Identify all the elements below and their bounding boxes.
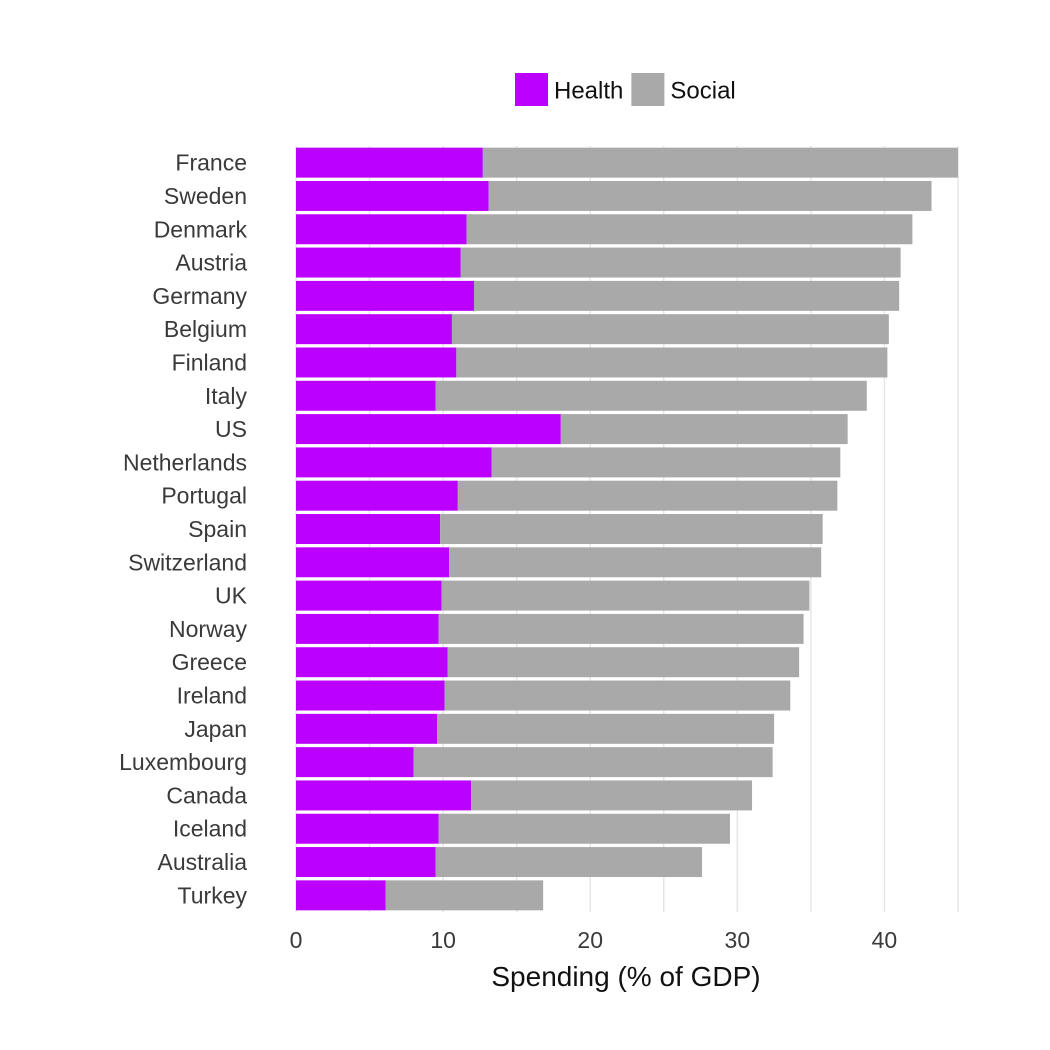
category-label-canada: Canada [166, 782, 247, 808]
bar-social-australia [435, 847, 703, 878]
category-label-italy: Italy [205, 383, 248, 409]
x-axis-ticks: 0 10 20 30 40 [290, 927, 898, 953]
bar-health-germany [296, 280, 475, 311]
bar-health-iceland [296, 813, 439, 844]
bar-social-netherlands [491, 447, 841, 478]
bar-health-canada [296, 780, 472, 811]
legend-label-health: Health [554, 78, 623, 105]
bar-social-italy [435, 380, 867, 411]
bar-social-japan [437, 713, 775, 744]
bar-social-austria [460, 247, 901, 278]
bar-social-norway [438, 613, 804, 644]
category-labels: France Sweden Denmark Austria Germany Belgium… [119, 150, 248, 909]
category-label-portugal: Portugal [161, 483, 247, 509]
bar-social-us [560, 414, 848, 445]
x-tick-label-20: 20 [577, 927, 603, 953]
bar-social-denmark [466, 214, 913, 245]
bar-health-us [296, 414, 561, 445]
bar-social-switzerland [448, 547, 822, 578]
category-label-switzerland: Switzerland [128, 549, 247, 575]
category-label-netherlands: Netherlands [123, 449, 247, 475]
bar-social-iceland [438, 813, 730, 844]
bar-health-finland [296, 347, 457, 378]
bar-health-norway [296, 613, 439, 644]
category-label-australia: Australia [158, 849, 248, 875]
bar-health-australia [296, 847, 436, 878]
bar-social-greece [447, 647, 800, 678]
bar-social-uk [441, 580, 810, 611]
bar-health-netherlands [296, 447, 492, 478]
bar-health-spain [296, 514, 441, 544]
x-tick-label-40: 40 [872, 927, 898, 953]
category-label-luxembourg: Luxembourg [119, 749, 247, 775]
bar-social-luxembourg [413, 747, 773, 778]
bar-health-sweden [296, 180, 489, 211]
legend-swatch-health [515, 73, 548, 106]
bar-health-japan [296, 713, 438, 744]
x-tick-label-0: 0 [290, 927, 303, 953]
bar-social-sweden [488, 180, 932, 211]
category-label-finland: Finland [172, 349, 247, 375]
legend-swatch-social [631, 73, 665, 106]
bar-health-denmark [296, 214, 467, 245]
bar-health-italy [296, 380, 436, 411]
bar-health-luxembourg [296, 747, 414, 778]
bar-health-portugal [296, 480, 458, 511]
category-label-spain: Spain [188, 516, 247, 542]
category-label-turkey: Turkey [178, 882, 248, 908]
bar-health-austria [296, 247, 461, 278]
bar-social-belgium [451, 314, 889, 345]
category-label-denmark: Denmark [154, 216, 248, 242]
category-label-norway: Norway [169, 616, 247, 642]
category-label-uk: UK [215, 583, 248, 609]
category-label-japan: Japan [184, 716, 247, 742]
category-label-us: US [215, 416, 247, 442]
bar-health-belgium [296, 314, 452, 345]
bar-health-uk [296, 580, 442, 611]
bar-social-germany [474, 280, 900, 311]
x-axis-title: Spending (% of GDP) [491, 961, 760, 992]
bar-health-ireland [296, 680, 445, 711]
legend: Health Social [515, 73, 736, 106]
bar-health-switzerland [296, 547, 449, 578]
bar-health-turkey [296, 880, 386, 911]
bar-health-france [296, 147, 483, 178]
x-tick-label-10: 10 [430, 927, 456, 953]
category-label-sweden: Sweden [164, 183, 247, 209]
bar-health-greece [296, 647, 448, 678]
bar-social-turkey [385, 880, 544, 911]
bar-social-finland [456, 347, 888, 378]
bars [296, 147, 958, 911]
category-label-germany: Germany [152, 283, 247, 309]
category-label-france: France [175, 150, 247, 176]
bar-social-france [482, 147, 958, 178]
bar-social-ireland [444, 680, 791, 711]
category-label-iceland: Iceland [173, 816, 247, 842]
bar-social-canada [471, 780, 753, 811]
x-tick-label-30: 30 [725, 927, 751, 953]
category-label-austria: Austria [175, 250, 247, 276]
bar-social-portugal [457, 480, 838, 511]
legend-label-social: Social [670, 78, 735, 105]
category-label-ireland: Ireland [177, 683, 247, 709]
category-label-greece: Greece [172, 649, 247, 675]
category-label-belgium: Belgium [164, 316, 247, 342]
bar-social-spain [440, 514, 823, 544]
